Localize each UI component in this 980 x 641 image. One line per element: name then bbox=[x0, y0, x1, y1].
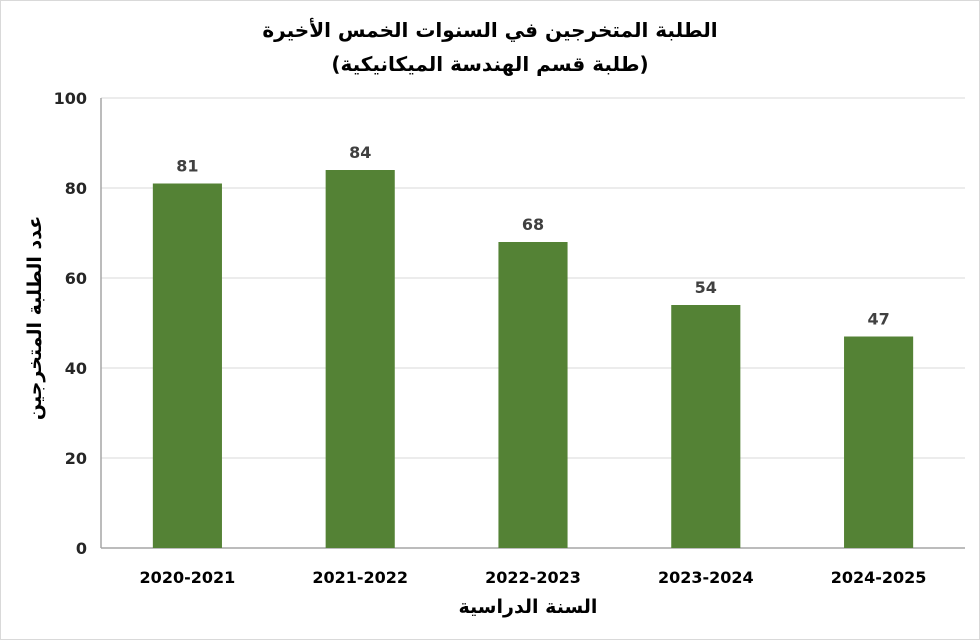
y-tick-label: 60 bbox=[65, 269, 87, 288]
x-tick-label: 2022-2023 bbox=[485, 568, 581, 587]
chart-subtitle: (طلبة قسم الهندسة الميكانيكية) bbox=[331, 52, 649, 76]
bar bbox=[152, 183, 222, 548]
data-label: 81 bbox=[176, 157, 198, 176]
data-label: 54 bbox=[695, 278, 717, 297]
x-axis-title: السنة الدراسية bbox=[459, 596, 598, 618]
chart-title: الطلبة المتخرجين في السنوات الخمس الأخير… bbox=[262, 18, 718, 42]
y-axis-title: عدد الطلبة المتخرجين bbox=[24, 216, 46, 420]
x-tick-label: 2023-2024 bbox=[658, 568, 754, 587]
x-tick-label: 2021-2022 bbox=[312, 568, 408, 587]
x-tick-label: 2024-2025 bbox=[831, 568, 927, 587]
x-tick-label: 2020-2021 bbox=[140, 568, 236, 587]
bar bbox=[671, 305, 741, 548]
y-tick-label: 40 bbox=[65, 359, 87, 378]
y-tick-label: 80 bbox=[65, 179, 87, 198]
bar bbox=[498, 242, 568, 548]
y-tick-label: 0 bbox=[76, 539, 87, 558]
bar bbox=[844, 336, 914, 548]
data-label: 84 bbox=[349, 143, 371, 162]
y-tick-label: 20 bbox=[65, 449, 87, 468]
bar bbox=[325, 170, 395, 548]
y-tick-label: 100 bbox=[54, 89, 87, 108]
data-label: 47 bbox=[867, 310, 889, 329]
data-label: 68 bbox=[522, 215, 544, 234]
